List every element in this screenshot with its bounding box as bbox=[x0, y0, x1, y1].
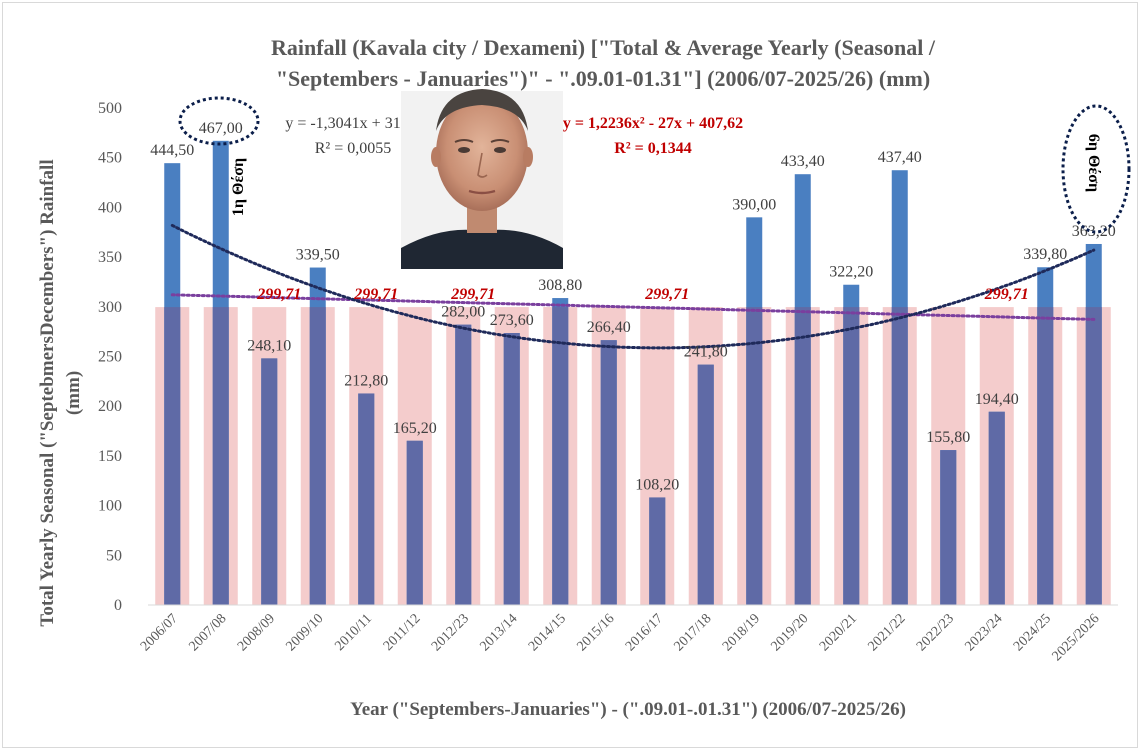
y-tick-label: 300 bbox=[98, 299, 122, 316]
y-tick-label: 450 bbox=[98, 150, 122, 167]
poly-trend-equation: y = 1,2236x² - 27x + 407,62 bbox=[563, 115, 743, 132]
highlight-ellipse-max bbox=[178, 96, 260, 146]
data-label: 339,50 bbox=[296, 247, 340, 264]
rank-annotation-first: 1η Θέση bbox=[230, 158, 247, 216]
x-tick-label: 2018/19 bbox=[720, 611, 763, 654]
total-bar-overlap bbox=[212, 307, 229, 605]
x-axis: 2006/07 2007/08 2008/09 2009/10 2010/11 2011/… bbox=[138, 611, 1103, 664]
y-tick-label: 50 bbox=[106, 547, 122, 564]
x-axis-title: Year ("Septembers-Januaries") - (".09.01… bbox=[350, 699, 906, 720]
x-tick-label: 2008/09 bbox=[235, 611, 278, 654]
x-tick-label: 2020/21 bbox=[817, 611, 860, 654]
trendlines bbox=[170, 223, 1096, 350]
data-label: 282,00 bbox=[441, 304, 485, 321]
y-tick-label: 400 bbox=[98, 199, 122, 216]
x-tick-label: 2022/23 bbox=[914, 611, 957, 654]
total-bar-overlap bbox=[164, 307, 181, 605]
x-tick-label: 2017/18 bbox=[672, 611, 715, 654]
total-bar-overlap bbox=[358, 393, 375, 605]
poly-trend-r2: R² = 0,1344 bbox=[614, 140, 691, 157]
x-tick-label: 2009/10 bbox=[284, 611, 327, 654]
average-bars bbox=[155, 307, 1111, 605]
x-tick-label: 2023/24 bbox=[963, 611, 1006, 654]
chart-title-line1: Rainfall (Kavala city / Dexameni) ["Tota… bbox=[271, 35, 936, 60]
y-axis-title-line2: (mm) bbox=[63, 371, 84, 415]
total-bar-overlap bbox=[940, 450, 957, 605]
total-bar-overlap bbox=[843, 307, 860, 605]
total-bar-overlap bbox=[552, 307, 569, 605]
y-axis-title-line1: Total Yearly Seasonal ("SeptebmersDecemb… bbox=[37, 159, 58, 626]
data-label: 322,20 bbox=[829, 264, 873, 281]
portrait-photo bbox=[401, 89, 563, 269]
x-tick-label: 2024/25 bbox=[1011, 611, 1054, 654]
x-tick-label: 2019/20 bbox=[769, 611, 812, 654]
total-bar-overlap bbox=[1037, 307, 1054, 605]
linear-trend-equation: y = -1,3041x + 313,4 bbox=[285, 115, 420, 132]
linear-trend-r2: R² = 0,0055 bbox=[315, 140, 392, 157]
average-label: 299,71 bbox=[450, 286, 495, 303]
data-label: 467,00 bbox=[199, 120, 243, 137]
x-tick-label: 2007/08 bbox=[187, 611, 230, 654]
data-label: 390,00 bbox=[732, 196, 776, 213]
linear-trendline bbox=[170, 293, 1096, 321]
rank-annotation-sixth: 6η Θέση bbox=[1085, 134, 1102, 192]
data-label: 108,20 bbox=[635, 476, 679, 493]
x-tick-label: 2025/2026 bbox=[1050, 611, 1103, 664]
data-label: 433,40 bbox=[781, 153, 825, 170]
data-label: 212,80 bbox=[344, 372, 388, 389]
y-axis: 0 50 100 150 200 250 300 350 400 450 500 bbox=[98, 100, 122, 614]
data-label: 248,10 bbox=[247, 337, 291, 354]
data-label: 241,80 bbox=[684, 344, 728, 361]
x-tick-label: 2012/23 bbox=[429, 611, 472, 654]
total-bar-overlap bbox=[309, 307, 326, 605]
y-tick-label: 500 bbox=[98, 100, 122, 117]
rainfall-chart: Rainfall (Kavala city / Dexameni) ["Tota… bbox=[37, 35, 1131, 720]
x-tick-label: 2010/11 bbox=[332, 611, 375, 654]
data-label: 266,40 bbox=[587, 319, 631, 336]
data-label: 444,50 bbox=[150, 142, 194, 159]
y-tick-label: 200 bbox=[98, 398, 122, 415]
total-bar-overlap bbox=[503, 333, 520, 605]
data-label: 437,40 bbox=[878, 149, 922, 166]
overlap-bars bbox=[164, 307, 1102, 605]
y-tick-label: 0 bbox=[114, 597, 122, 614]
chart-title-line2: "Septembers - Januaries")" - ".09.01-01.… bbox=[276, 66, 930, 91]
polynomial-trendline bbox=[170, 223, 1096, 350]
total-bar-overlap bbox=[649, 497, 666, 605]
x-tick-label: 2013/14 bbox=[478, 611, 521, 654]
data-label: 155,80 bbox=[926, 429, 970, 446]
x-tick-label: 2016/17 bbox=[623, 611, 666, 654]
data-label: 339,80 bbox=[1023, 246, 1067, 263]
y-tick-label: 150 bbox=[98, 448, 122, 465]
x-tick-label: 2011/12 bbox=[381, 611, 424, 654]
y-tick-label: 100 bbox=[98, 498, 122, 515]
average-label: 299,71 bbox=[984, 286, 1029, 303]
data-label: 165,20 bbox=[393, 420, 437, 437]
data-label: 194,40 bbox=[975, 391, 1019, 408]
average-label: 299,71 bbox=[256, 286, 301, 303]
total-bar-overlap bbox=[455, 324, 472, 605]
total-bar-overlap bbox=[406, 440, 423, 605]
total-bar-overlap bbox=[891, 307, 908, 605]
y-tick-label: 350 bbox=[98, 249, 122, 266]
total-bar-overlap bbox=[1085, 307, 1102, 605]
data-label: 308,80 bbox=[538, 277, 582, 294]
x-tick-label: 2014/15 bbox=[526, 611, 569, 654]
total-bar-overlap bbox=[988, 411, 1005, 605]
total-bar-overlap bbox=[746, 307, 763, 605]
y-tick-label: 250 bbox=[98, 349, 122, 366]
x-tick-label: 2015/16 bbox=[575, 611, 618, 654]
average-labels: 299,71 299,71 299,71 299,71 299,71 bbox=[256, 286, 1029, 303]
average-label: 299,71 bbox=[644, 286, 689, 303]
average-label: 299,71 bbox=[353, 286, 398, 303]
data-label: 273,60 bbox=[490, 312, 534, 329]
total-bar-overlap bbox=[697, 364, 714, 605]
x-tick-label: 2006/07 bbox=[138, 611, 181, 654]
total-bar-overlap bbox=[794, 307, 811, 605]
total-bar-overlap bbox=[600, 340, 617, 605]
total-bar-overlap bbox=[261, 358, 278, 605]
x-tick-label: 2021/22 bbox=[866, 611, 909, 654]
highlight-ellipse-last bbox=[1061, 104, 1131, 234]
